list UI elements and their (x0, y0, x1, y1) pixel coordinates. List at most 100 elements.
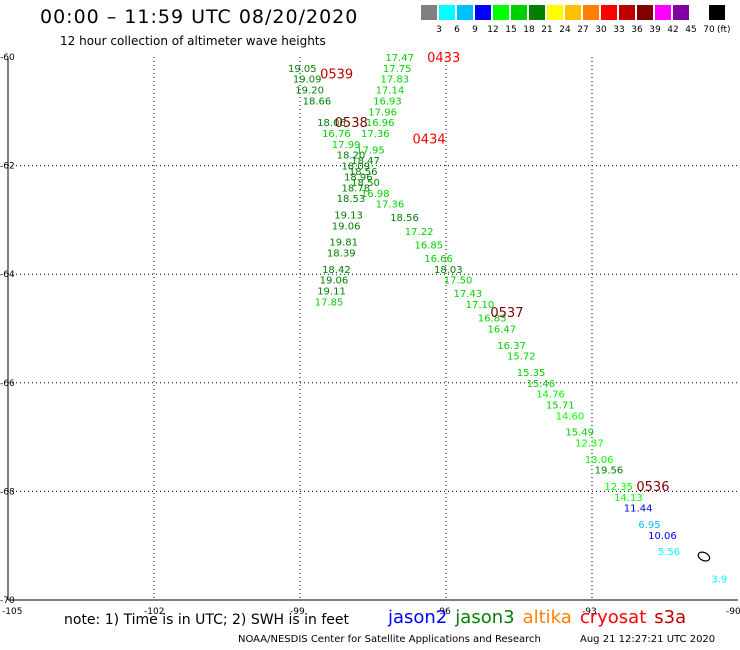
legend-label: 30 (595, 25, 607, 35)
legend-swatch (601, 5, 617, 20)
legend-label: 12 (487, 25, 499, 35)
data-label: 13.06 (585, 455, 614, 466)
data-label: 18.42 (322, 265, 351, 276)
satellite-s3a: s3a (654, 607, 687, 628)
legend-label: 45 (685, 25, 697, 35)
legend-label: 27 (577, 25, 589, 35)
credit-text: NOAA/NESDIS Center for Satellite Applica… (238, 634, 541, 645)
time-label: 0434 (413, 132, 446, 147)
data-label: 14.13 (614, 493, 643, 504)
data-label: 17.14 (376, 86, 405, 97)
legend-swatch (475, 5, 491, 20)
data-label: 10.06 (648, 531, 677, 542)
x-tick-label: -96 (436, 607, 451, 617)
data-label: 18.03 (434, 265, 463, 276)
y-tick-label: -64 (0, 270, 15, 280)
y-tick-label: -60 (0, 53, 15, 63)
data-label: 19.81 (329, 238, 358, 249)
data-label: 12.37 (575, 439, 604, 450)
data-label: 19.20 (295, 86, 324, 97)
data-label: 18.50 (351, 178, 380, 189)
data-label: 19.06 (320, 276, 349, 287)
data-label: 18.56 (390, 213, 419, 224)
legend-swatch (565, 5, 581, 20)
footer-note: note: 1) Time is in UTC; 2) SWH is in fe… (64, 612, 350, 628)
legend-unit: (ft) (717, 25, 731, 35)
legend-label: 21 (541, 25, 553, 35)
data-label: 5.56 (658, 547, 680, 558)
data-label: 6.95 (638, 520, 660, 531)
legend-swatch (529, 5, 545, 20)
data-label: 16.96 (366, 118, 395, 129)
legend-swatch (457, 5, 473, 20)
legend-label: 9 (472, 25, 478, 35)
legend-label: 70 (703, 25, 715, 35)
data-label: 15.46 (526, 379, 555, 390)
y-tick-label: -66 (0, 379, 15, 389)
data-label: 14.76 (536, 390, 565, 401)
data-label: 15.49 (565, 428, 594, 439)
legend-label: 15 (505, 25, 517, 35)
time-label: 0433 (427, 51, 460, 66)
legend-swatch (493, 5, 509, 20)
chart-subtitle: 12 hour collection of altimeter wave hei… (60, 34, 326, 48)
data-label: 16.85 (415, 240, 444, 251)
data-label: 18.09 (342, 162, 371, 173)
data-label: 3.9 (711, 574, 727, 585)
data-label: 16.37 (497, 341, 526, 352)
legend-swatch (511, 5, 527, 20)
data-label: 18.47 (351, 156, 380, 167)
legend-swatch (439, 5, 455, 20)
y-tick-label: -70 (0, 596, 15, 606)
data-label: 17.36 (376, 200, 405, 211)
x-tick-label: -93 (582, 607, 597, 617)
y-tick-label: -62 (0, 162, 15, 172)
data-label: 17.10 (466, 300, 495, 311)
timestamp-text: Aug 21 12:27:21 UTC 2020 (580, 634, 716, 645)
legend-swatch (547, 5, 563, 20)
data-label: 16.47 (488, 325, 517, 336)
track-marker (697, 551, 711, 562)
data-label: 15.35 (517, 368, 546, 379)
x-tick-label: -105 (2, 607, 22, 617)
data-label: 46.19 (677, 563, 706, 574)
chart-title: 00:00 – 11:59 UTC 08/20/2020 (40, 6, 359, 28)
data-label: 16.83 (478, 314, 507, 325)
data-label: 12.35 (604, 482, 633, 493)
legend-swatch (691, 5, 707, 20)
time-label: 0539 (320, 67, 353, 82)
data-label: 17.85 (315, 297, 344, 308)
legend-swatch (583, 5, 599, 20)
x-tick-label: -102 (144, 607, 164, 617)
data-label: 17.50 (444, 276, 473, 287)
x-tick-label: -90 (726, 607, 740, 617)
data-label: 18.66 (303, 96, 332, 107)
legend-label: 18 (523, 25, 535, 35)
satellite-jason3: jason3 (455, 607, 515, 628)
data-label: 16.93 (373, 96, 402, 107)
data-label: 19.09 (293, 75, 322, 86)
data-label: 19.11 (317, 286, 346, 297)
data-label: 17.95 (356, 145, 385, 156)
legend-label: 24 (559, 25, 571, 35)
time-label: 0536 (636, 480, 669, 495)
data-label: 17.96 (368, 107, 397, 118)
legend-swatch (709, 5, 725, 20)
data-label: 19.06 (332, 221, 361, 232)
legend-swatch (673, 5, 689, 20)
data-label: 17.22 (405, 227, 434, 238)
data-label: 18.96 (344, 172, 373, 183)
data-label: 11.44 (624, 504, 653, 515)
data-label: 16.66 (424, 254, 453, 265)
satellite-altika: altika (522, 607, 572, 628)
legend-label: 39 (649, 25, 661, 35)
data-label: 17.75 (383, 64, 412, 75)
data-label: 18.78 (342, 183, 371, 194)
data-label: 15.71 (546, 401, 575, 412)
y-tick-label: -68 (0, 487, 15, 497)
x-tick-label: -99 (290, 607, 305, 617)
data-label: 18.53 (337, 194, 366, 205)
legend-label: 36 (631, 25, 643, 35)
legend-label: 6 (454, 25, 460, 35)
